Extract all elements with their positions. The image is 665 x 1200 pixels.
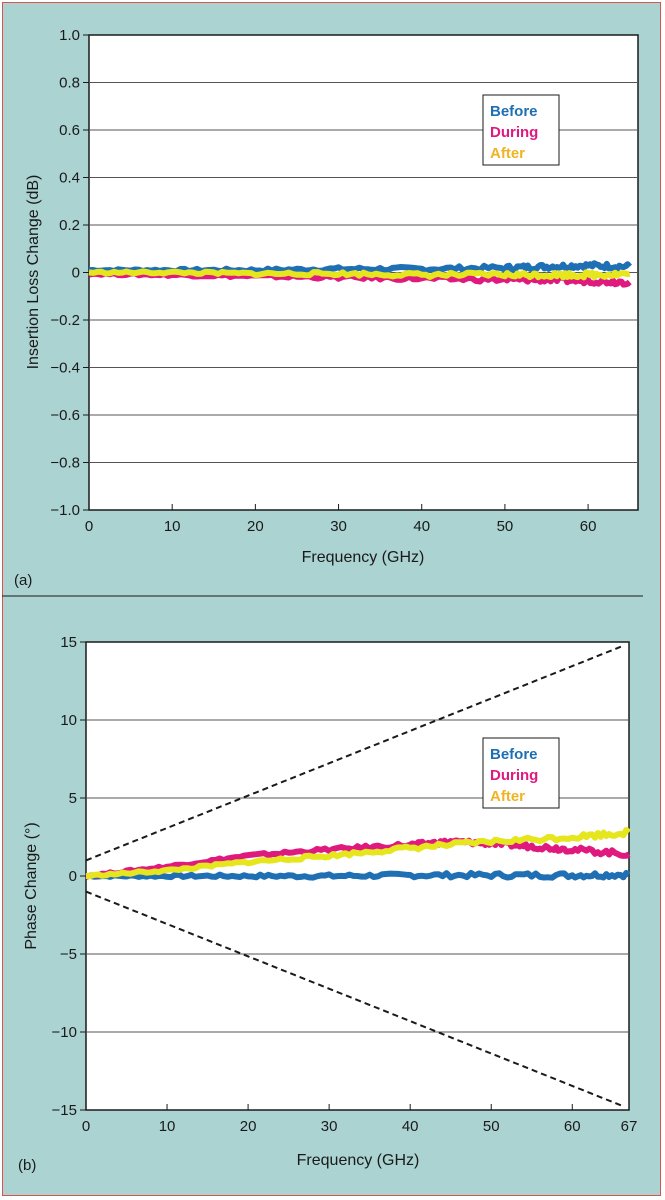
y-tick-label-a: 0.4 (59, 170, 80, 187)
y-tick-label-b: −10 (52, 1024, 77, 1041)
legend-a: Before During After (482, 94, 560, 166)
series-before-b (85, 870, 631, 881)
x-axis-label-b: Frequency (GHz) (297, 1152, 420, 1169)
x-axis-label-a: Frequency (GHz) (302, 549, 425, 566)
y-tick-label-b: 15 (60, 634, 77, 651)
y-tick-label-b: 10 (60, 712, 77, 729)
legend-during-b: During (490, 767, 538, 784)
series-before-a (88, 260, 632, 275)
chart-a: 1.0 0.8 0.6 0.4 0.2 0 −0.2 −0.4 −0.6 −0.8 −1.0 0 10… (14, 27, 639, 589)
legend-b: Before During After (482, 737, 560, 809)
legend-box-a (482, 94, 560, 166)
x-tick-label-b: 67 (621, 1118, 638, 1135)
x-tick-label-b: 0 (82, 1118, 90, 1135)
y-tick-label-a: 0.2 (59, 217, 80, 234)
x-tick-label-b: 10 (159, 1118, 176, 1135)
x-tick-label-b: 20 (240, 1118, 257, 1135)
x-tick-label-b: 60 (564, 1118, 581, 1135)
y-tick-label-a: −0.2 (50, 312, 80, 329)
legend-during-a: During (490, 124, 538, 141)
y-tick-label-a: 1.0 (59, 27, 80, 44)
panel-label-b: (b) (18, 1157, 36, 1174)
legend-box-b (482, 737, 560, 809)
x-tick-label-a: 60 (580, 518, 597, 535)
limit-line-b (85, 890, 622, 1107)
y-tick-label-a: −0.6 (50, 407, 80, 424)
series-after-b (85, 827, 631, 880)
legend-before-a: Before (490, 103, 538, 120)
limit-line-b (85, 645, 622, 862)
x-tick-label-a: 50 (497, 518, 514, 535)
y-tick-label-b: 0 (69, 868, 77, 885)
x-tick-label-b: 50 (483, 1118, 500, 1135)
legend-before-b: Before (490, 746, 538, 763)
y-tick-label-a: −0.4 (50, 360, 80, 377)
legend-after-b: After (490, 788, 525, 805)
x-tick-label-a: 20 (247, 518, 264, 535)
x-tick-label-b: 40 (402, 1118, 419, 1135)
x-tick-label-a: 40 (413, 518, 430, 535)
y-tick-label-b: 5 (69, 790, 77, 807)
legend-after-a: After (490, 145, 525, 162)
x-tick-label-a: 0 (85, 518, 93, 535)
x-tick-label-a: 30 (330, 518, 347, 535)
y-axis-label-a: Insertion Loss Change (dB) (25, 175, 42, 370)
y-tick-label-a: −1.0 (50, 502, 80, 519)
x-tick-label-b: 30 (321, 1118, 338, 1135)
y-tick-label-a: 0 (72, 265, 80, 282)
panel-label-a: (a) (14, 572, 32, 589)
series-after-a (88, 268, 631, 281)
y-axis-label-b: Phase Change (°) (23, 822, 40, 949)
y-tick-label-a: 0.8 (59, 75, 80, 92)
y-tick-label-a: −0.8 (50, 455, 80, 472)
y-tick-label-a: 0.6 (59, 122, 80, 139)
x-tick-label-a: 10 (164, 518, 181, 535)
y-tick-label-b: −15 (52, 1102, 77, 1119)
y-tick-label-b: −5 (60, 946, 77, 963)
